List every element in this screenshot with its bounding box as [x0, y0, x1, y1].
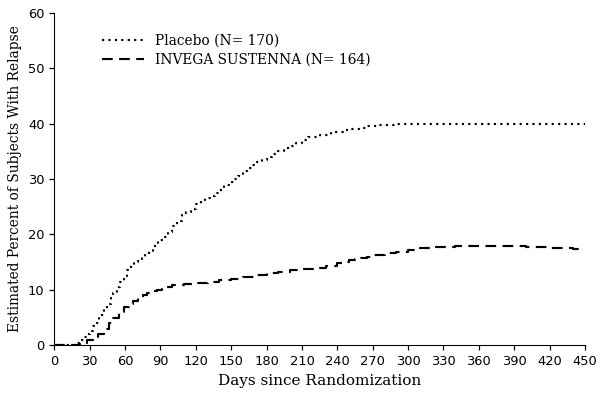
Line: Placebo (N= 170): Placebo (N= 170)	[54, 124, 585, 345]
INVEGA SUSTENNA (N= 164)	[51, 343, 58, 348]
INVEGA SUSTENNA (N= 164)	[158, 286, 165, 291]
INVEGA SUSTENNA (N= 164)	[144, 290, 151, 295]
INVEGA SUSTENNA (N= 164)	[345, 260, 353, 265]
INVEGA SUSTENNA (N= 164)	[287, 269, 294, 274]
Placebo (N= 170)	[405, 121, 412, 126]
INVEGA SUSTENNA (N= 164)	[90, 335, 97, 339]
Placebo (N= 170)	[275, 149, 282, 154]
INVEGA SUSTENNA (N= 164)	[275, 269, 282, 274]
X-axis label: Days since Randomization: Days since Randomization	[218, 374, 421, 388]
Legend: Placebo (N= 170), INVEGA SUSTENNA (N= 164): Placebo (N= 170), INVEGA SUSTENNA (N= 16…	[99, 29, 374, 71]
Placebo (N= 170)	[440, 121, 447, 126]
Placebo (N= 170)	[334, 129, 341, 134]
Placebo (N= 170)	[581, 121, 589, 126]
Placebo (N= 170)	[292, 141, 299, 145]
INVEGA SUSTENNA (N= 164)	[463, 243, 471, 248]
Line: INVEGA SUSTENNA (N= 164): INVEGA SUSTENNA (N= 164)	[54, 246, 585, 345]
Placebo (N= 170)	[120, 279, 128, 284]
INVEGA SUSTENNA (N= 164)	[581, 247, 589, 252]
Placebo (N= 170)	[51, 343, 58, 348]
Placebo (N= 170)	[487, 121, 494, 126]
Y-axis label: Estimated Percent of Subjects With Relapse: Estimated Percent of Subjects With Relap…	[8, 25, 22, 332]
